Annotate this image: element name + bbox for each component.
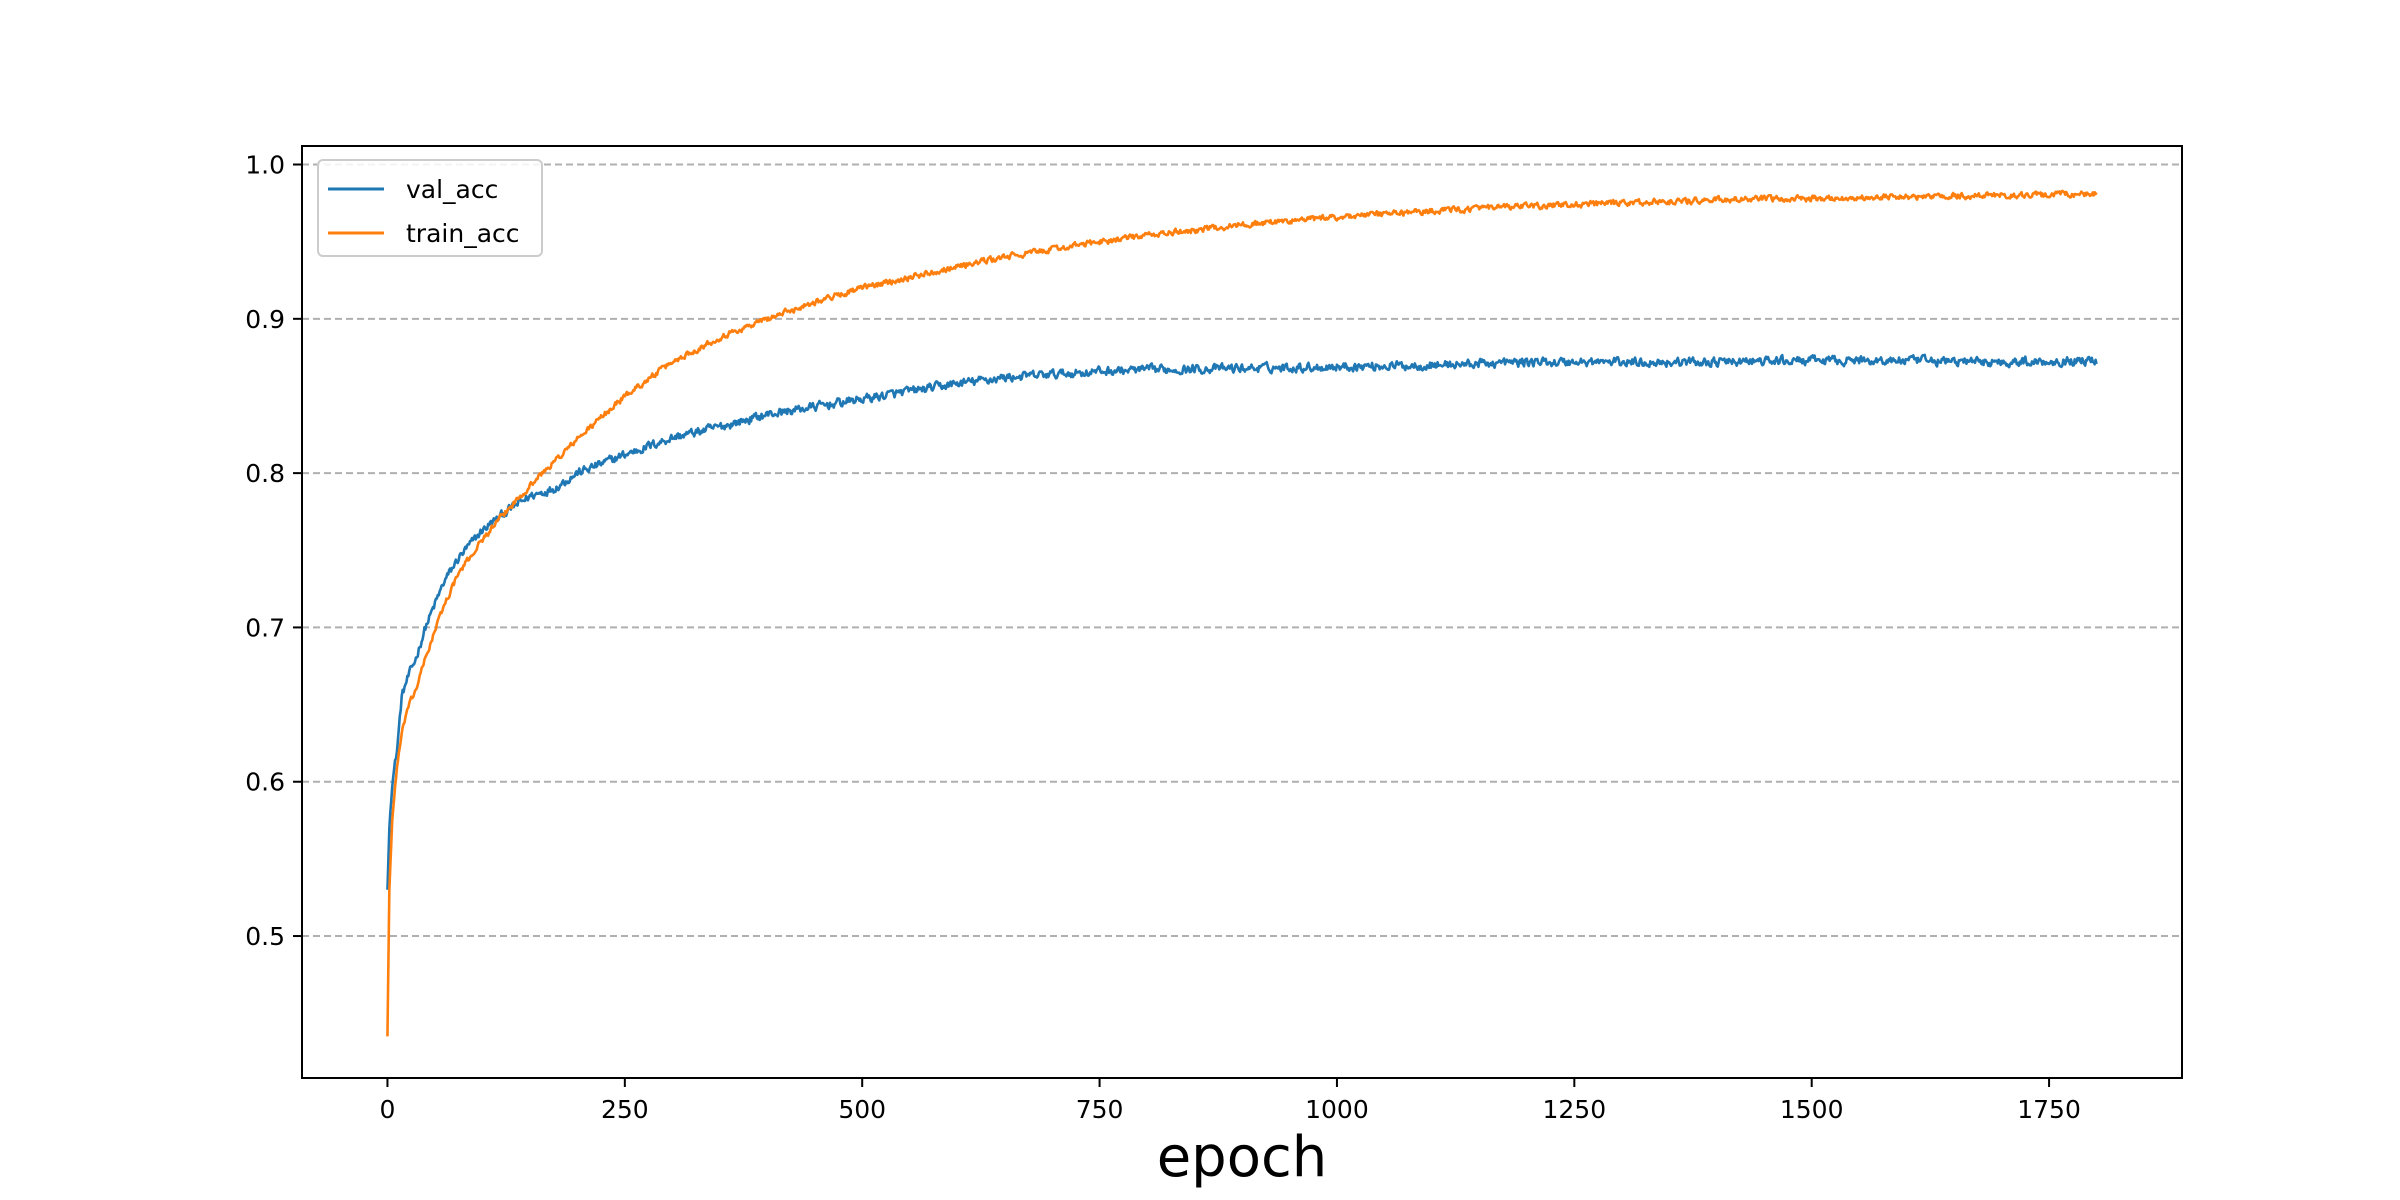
x-tick-label-0: 0 — [380, 1095, 396, 1124]
x-tick-label-5: 1250 — [1543, 1095, 1607, 1124]
y-tick-label-0: 0.5 — [245, 922, 285, 951]
legend: val_acc train_acc — [317, 159, 543, 257]
x-tick-label-3: 750 — [1076, 1095, 1124, 1124]
series-line-val-acc — [386, 353, 2098, 890]
x-tick-label-1: 250 — [601, 1095, 649, 1124]
axis-ticks: 0 250 500 750 1000 1250 1500 1750 0.5 0.6 0.7 0.8 0.… — [245, 151, 2081, 1124]
grid-lines — [302, 163, 2182, 938]
y-tick-label-3: 0.8 — [245, 459, 285, 488]
legend-label-val-acc: val_acc — [406, 175, 498, 204]
series-line-train-acc — [386, 189, 2098, 1037]
plot-series — [386, 189, 2098, 1037]
plot-area-frame — [301, 145, 2183, 1079]
x-tick-label-2: 500 — [838, 1095, 886, 1124]
x-tick-label-6: 1500 — [1780, 1095, 1844, 1124]
legend-label-train-acc: train_acc — [406, 219, 520, 248]
y-tick-label-5: 1.0 — [245, 151, 285, 180]
y-tick-label-4: 0.9 — [245, 305, 285, 334]
x-tick-label-4: 1000 — [1305, 1095, 1369, 1124]
y-tick-label-1: 0.6 — [245, 768, 285, 797]
x-axis-title: epoch — [1157, 1125, 1328, 1190]
x-tick-label-7: 1750 — [2017, 1095, 2081, 1124]
y-tick-label-2: 0.7 — [245, 613, 285, 642]
